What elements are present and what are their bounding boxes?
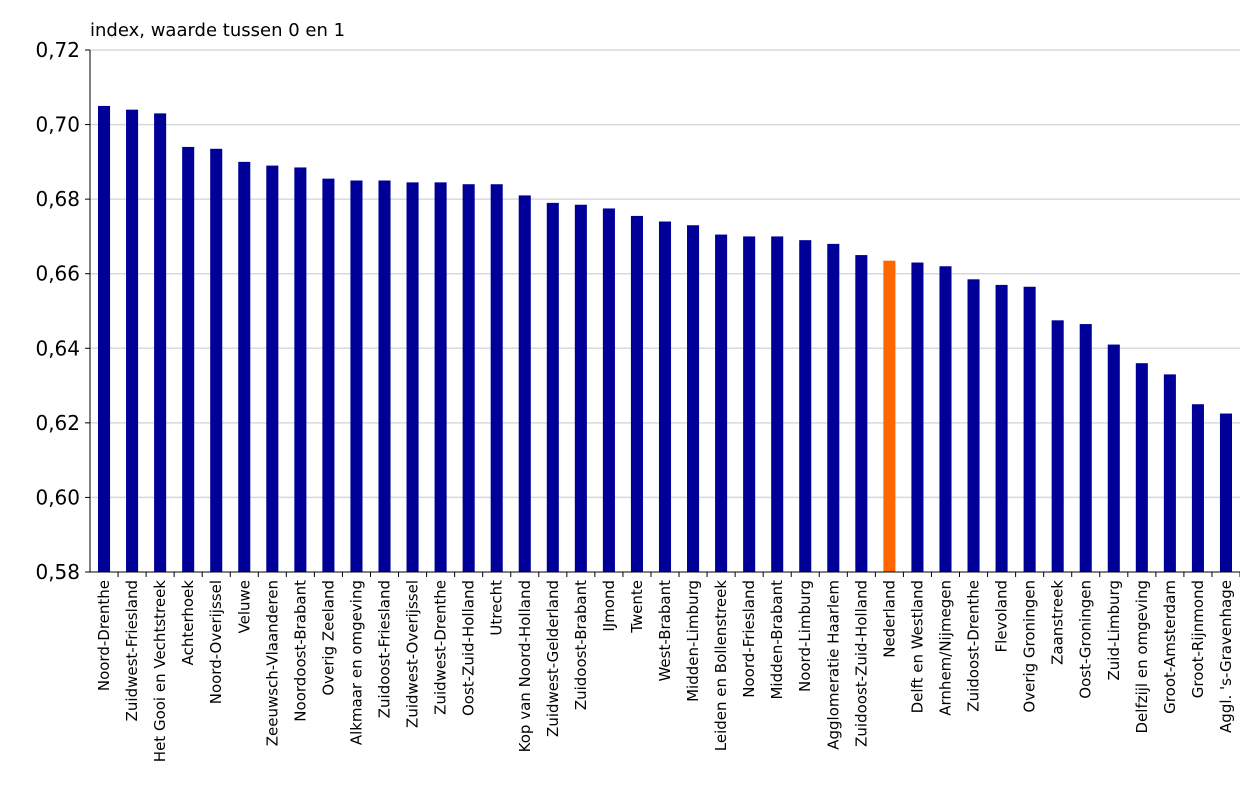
axes bbox=[85, 49, 1240, 577]
x-category-label: Oost-Zuid-Holland bbox=[460, 580, 478, 716]
bar bbox=[771, 236, 784, 572]
bar bbox=[350, 180, 363, 572]
bar bbox=[1023, 286, 1036, 572]
bar bbox=[518, 195, 531, 572]
x-category-label: Groot-Rijnmond bbox=[1189, 580, 1207, 698]
x-category-label: Achterhoek bbox=[179, 580, 197, 666]
bar bbox=[490, 184, 503, 572]
x-category-label: Noord-Drenthe bbox=[95, 580, 113, 691]
x-category-label: Twente bbox=[628, 580, 646, 634]
y-axis-unit-label: index, waarde tussen 0 en 1 bbox=[90, 20, 345, 41]
x-category-label: Kop van Noord-Holland bbox=[516, 580, 534, 752]
x-category-label: Oost-Groningen bbox=[1077, 580, 1095, 699]
bars bbox=[97, 105, 1233, 573]
x-category-label: Zuidwest-Gelderland bbox=[544, 580, 562, 737]
bar bbox=[1051, 320, 1064, 572]
x-category-label: Zuidoost-Drenthe bbox=[965, 580, 983, 712]
x-category-label: Flevoland bbox=[993, 580, 1011, 652]
bar bbox=[294, 167, 307, 572]
bar bbox=[97, 105, 111, 572]
bar bbox=[743, 236, 756, 572]
x-category-label: Zuidoost-Brabant bbox=[572, 580, 590, 710]
x-category-label: Delfzijl en omgeving bbox=[1133, 580, 1151, 734]
bar bbox=[687, 225, 700, 572]
x-category-label: Zuid-Limburg bbox=[1105, 580, 1123, 680]
bar bbox=[630, 215, 643, 572]
x-category-label: Noord-Friesland bbox=[740, 580, 758, 698]
bar bbox=[658, 221, 672, 572]
x-category-label: Zuidwest-Overijssel bbox=[404, 580, 422, 728]
bar bbox=[1135, 363, 1148, 572]
x-category-label: Nederland bbox=[880, 580, 898, 658]
bar bbox=[1107, 344, 1120, 572]
bar bbox=[911, 262, 924, 572]
bar bbox=[126, 109, 139, 573]
bar bbox=[462, 184, 475, 572]
x-category-label: Veluwe bbox=[235, 580, 253, 634]
bar bbox=[154, 113, 167, 572]
y-tick-label: 0,60 bbox=[35, 485, 80, 509]
x-category-label: Delft en Westland bbox=[908, 580, 926, 713]
x-category-label: Midden-Brabant bbox=[768, 580, 786, 700]
bar bbox=[1163, 374, 1176, 572]
bar bbox=[967, 279, 980, 572]
x-category-label: IJmond bbox=[600, 580, 618, 632]
x-category-label: Het Gooi en Vechtstreek bbox=[151, 580, 169, 763]
bar bbox=[827, 243, 840, 572]
x-category-label: Utrecht bbox=[488, 580, 506, 636]
y-tick-label: 0,66 bbox=[35, 262, 80, 286]
bar bbox=[238, 161, 251, 572]
x-category-label: Zuidwest-Friesland bbox=[123, 580, 141, 721]
x-category-labels: Noord-Drenthe Zuidwest-Friesland Het Gooi … bbox=[95, 580, 1235, 763]
x-category-label: West-Brabant bbox=[656, 580, 674, 682]
y-tick-label: 0,70 bbox=[35, 113, 80, 137]
x-category-label: Groot-Amsterdam bbox=[1161, 580, 1179, 714]
x-category-label: Zeeuwsch-Vlaanderen bbox=[263, 580, 281, 746]
x-category-label: Midden-Limburg bbox=[684, 580, 702, 702]
bar bbox=[715, 234, 728, 573]
x-category-label: Noord-Limburg bbox=[796, 580, 814, 692]
bar bbox=[210, 148, 223, 573]
bar bbox=[1219, 413, 1233, 572]
x-category-label: Arnhem/Nijmegen bbox=[936, 580, 954, 716]
bar bbox=[855, 255, 868, 573]
y-tick-label: 0,58 bbox=[35, 560, 80, 584]
x-category-label: Zuidwest-Drenthe bbox=[432, 580, 450, 715]
bar bbox=[1191, 404, 1204, 572]
bar bbox=[995, 284, 1008, 572]
bar bbox=[182, 146, 195, 572]
y-tick-labels: 0,58 0,60 0,62 0,64 0,66 0,68 0,70 0,72 bbox=[35, 38, 80, 584]
bar bbox=[434, 182, 447, 572]
x-category-label: Noordoost-Brabant bbox=[291, 580, 309, 722]
x-category-label: Zaanstreek bbox=[1049, 580, 1067, 665]
y-tick-label: 0,68 bbox=[35, 187, 80, 211]
y-tick-label: 0,72 bbox=[35, 38, 80, 62]
x-category-label: Agglomeratie Haarlem bbox=[824, 580, 842, 750]
bar bbox=[406, 182, 419, 572]
bar bbox=[799, 240, 812, 572]
bar bbox=[602, 208, 615, 572]
bar bbox=[574, 204, 587, 572]
x-category-label: Aggl. 's-Gravenhage bbox=[1217, 580, 1235, 733]
x-category-label: Zuidoost-Zuid-Holland bbox=[852, 580, 870, 747]
bar bbox=[546, 202, 559, 572]
x-category-label: Noord-Overijssel bbox=[207, 580, 225, 704]
bar bbox=[378, 180, 391, 572]
bar bbox=[1079, 324, 1092, 572]
bar bbox=[266, 165, 279, 573]
x-category-label: Alkmaar en omgeving bbox=[347, 580, 365, 745]
bar bbox=[883, 260, 896, 572]
x-category-label: Leiden en Bollenstreek bbox=[712, 580, 730, 752]
x-category-label: Overig Zeeland bbox=[319, 580, 337, 696]
bar bbox=[322, 178, 335, 572]
x-category-label: Zuidoost-Friesland bbox=[376, 580, 394, 718]
y-tick-label: 0,62 bbox=[35, 411, 80, 435]
x-category-label: Overig Groningen bbox=[1021, 580, 1039, 713]
y-tick-label: 0,64 bbox=[35, 336, 80, 360]
bar bbox=[939, 266, 952, 572]
